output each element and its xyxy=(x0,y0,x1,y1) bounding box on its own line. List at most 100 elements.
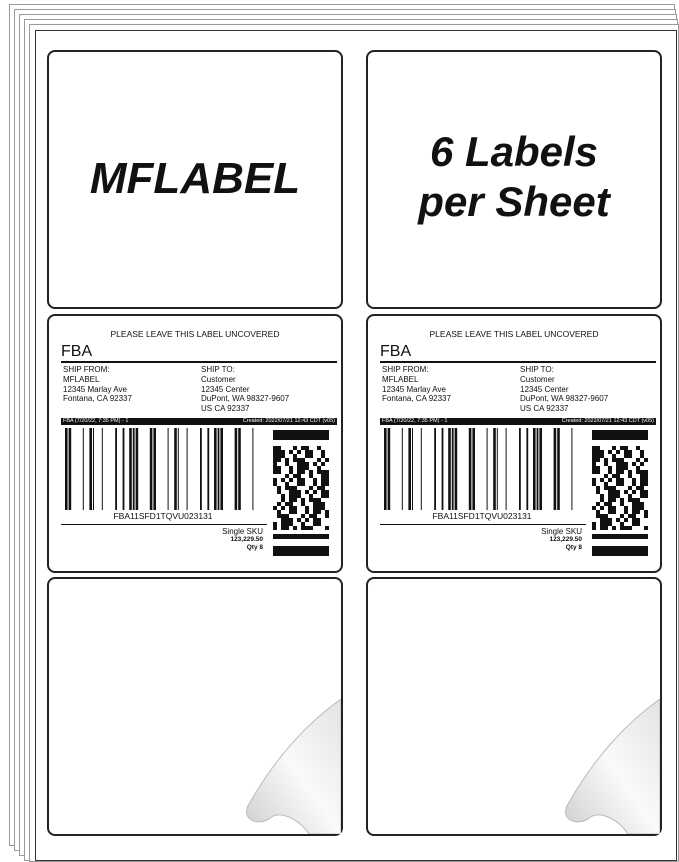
code-cell xyxy=(596,502,600,506)
code-cell xyxy=(317,466,321,470)
code-cell xyxy=(309,474,313,478)
code-cell xyxy=(624,490,628,494)
code-cell xyxy=(281,478,285,482)
code-cell xyxy=(293,526,297,530)
code-cell xyxy=(305,466,309,470)
code-cell xyxy=(612,498,616,502)
code-cell xyxy=(604,486,608,490)
code-cell xyxy=(277,466,281,470)
code-cell xyxy=(616,470,620,474)
code-cell xyxy=(620,498,624,502)
code-cell xyxy=(273,454,277,458)
code-cell xyxy=(325,510,329,514)
barcode-bar xyxy=(115,428,117,510)
peel-corner xyxy=(565,699,660,834)
code-cell xyxy=(612,474,616,478)
code-cell xyxy=(616,458,620,462)
code-cell xyxy=(289,510,293,514)
ship-to-line: DuPont, WA 98327-9607 xyxy=(520,394,609,403)
code-cell xyxy=(277,510,281,514)
code-cell xyxy=(273,478,277,482)
code-cell xyxy=(285,522,289,526)
code-cell xyxy=(321,454,325,458)
code-cell xyxy=(317,518,321,522)
barcode-bar xyxy=(122,428,125,510)
code-cell xyxy=(592,450,596,454)
code-cell xyxy=(644,470,648,474)
code-cell xyxy=(636,486,640,490)
barcode xyxy=(384,428,573,510)
code-cell xyxy=(289,486,293,490)
code-cell xyxy=(636,518,640,522)
code-cell xyxy=(592,470,596,474)
code-cell xyxy=(277,450,281,454)
code-cell xyxy=(636,510,640,514)
barcode-bar xyxy=(533,428,536,510)
sku-line: 123,229.50 xyxy=(549,535,582,543)
code-cell xyxy=(644,526,648,530)
code-cell xyxy=(297,494,301,498)
code-cell xyxy=(297,470,301,474)
brand-label: MFLABEL xyxy=(89,154,301,203)
code-cell xyxy=(285,502,289,506)
code-cell xyxy=(620,526,624,530)
bar-right-text: Created: 2022/07/21 12:43 CDT (v05) xyxy=(242,417,335,424)
code-cell xyxy=(624,518,628,522)
label-cell: MFLABEL xyxy=(47,50,343,309)
code-cell xyxy=(624,506,628,510)
barcode-bar xyxy=(101,428,103,510)
code-cell xyxy=(277,470,281,474)
code-cell xyxy=(628,474,632,478)
code-cell xyxy=(313,490,317,494)
code-cell xyxy=(616,518,620,522)
code-block xyxy=(592,430,648,440)
code-cell xyxy=(305,450,309,454)
code-cell xyxy=(317,506,321,510)
code-cell xyxy=(309,470,313,474)
code-cell xyxy=(273,466,277,470)
code-cell xyxy=(273,522,277,526)
code-cell xyxy=(293,458,297,462)
code-cell xyxy=(596,510,600,514)
code-cell xyxy=(313,510,317,514)
ship-to-heading: SHIP TO: xyxy=(520,365,554,374)
code-cell xyxy=(321,502,325,506)
barcode-bar xyxy=(177,428,179,510)
code-cell xyxy=(644,474,648,478)
barcode-bar xyxy=(401,428,403,510)
code-cell xyxy=(628,450,632,454)
code-cell xyxy=(305,446,309,450)
code-cell xyxy=(317,502,321,506)
code-cell xyxy=(604,526,608,530)
ship-from-line: MFLABEL xyxy=(382,375,419,384)
code-cell xyxy=(624,450,628,454)
code-cell xyxy=(604,502,608,506)
code-cell xyxy=(309,514,313,518)
code-cell xyxy=(281,506,285,510)
code-cell xyxy=(297,482,301,486)
barcode-bar xyxy=(200,428,202,510)
code-cell xyxy=(325,490,329,494)
code-block xyxy=(592,546,648,556)
code-cell xyxy=(636,446,640,450)
code-cell xyxy=(321,482,325,486)
ship-to-heading: SHIP TO: xyxy=(201,365,235,374)
code-cell xyxy=(644,490,648,494)
code-cell xyxy=(325,458,329,462)
tagline: 6 Labels xyxy=(429,128,599,175)
ship-to-line: US CA 92337 xyxy=(201,403,250,413)
tagline: per Sheet xyxy=(418,178,610,225)
code-cell xyxy=(309,450,313,454)
program: FBA xyxy=(380,343,412,360)
code-cell xyxy=(273,526,277,530)
code-cell xyxy=(281,514,285,518)
code-cell xyxy=(285,518,289,522)
barcode xyxy=(65,428,254,510)
notice: PLEASE LEAVE THIS LABEL UNCOVERED xyxy=(429,329,599,339)
code-cell xyxy=(301,446,305,450)
code-cell xyxy=(301,462,305,466)
ship-to-line: DuPont, WA 98327-9607 xyxy=(201,394,290,403)
barcode-bar xyxy=(486,428,488,510)
code-cell xyxy=(273,482,277,486)
code-cell xyxy=(313,518,317,522)
